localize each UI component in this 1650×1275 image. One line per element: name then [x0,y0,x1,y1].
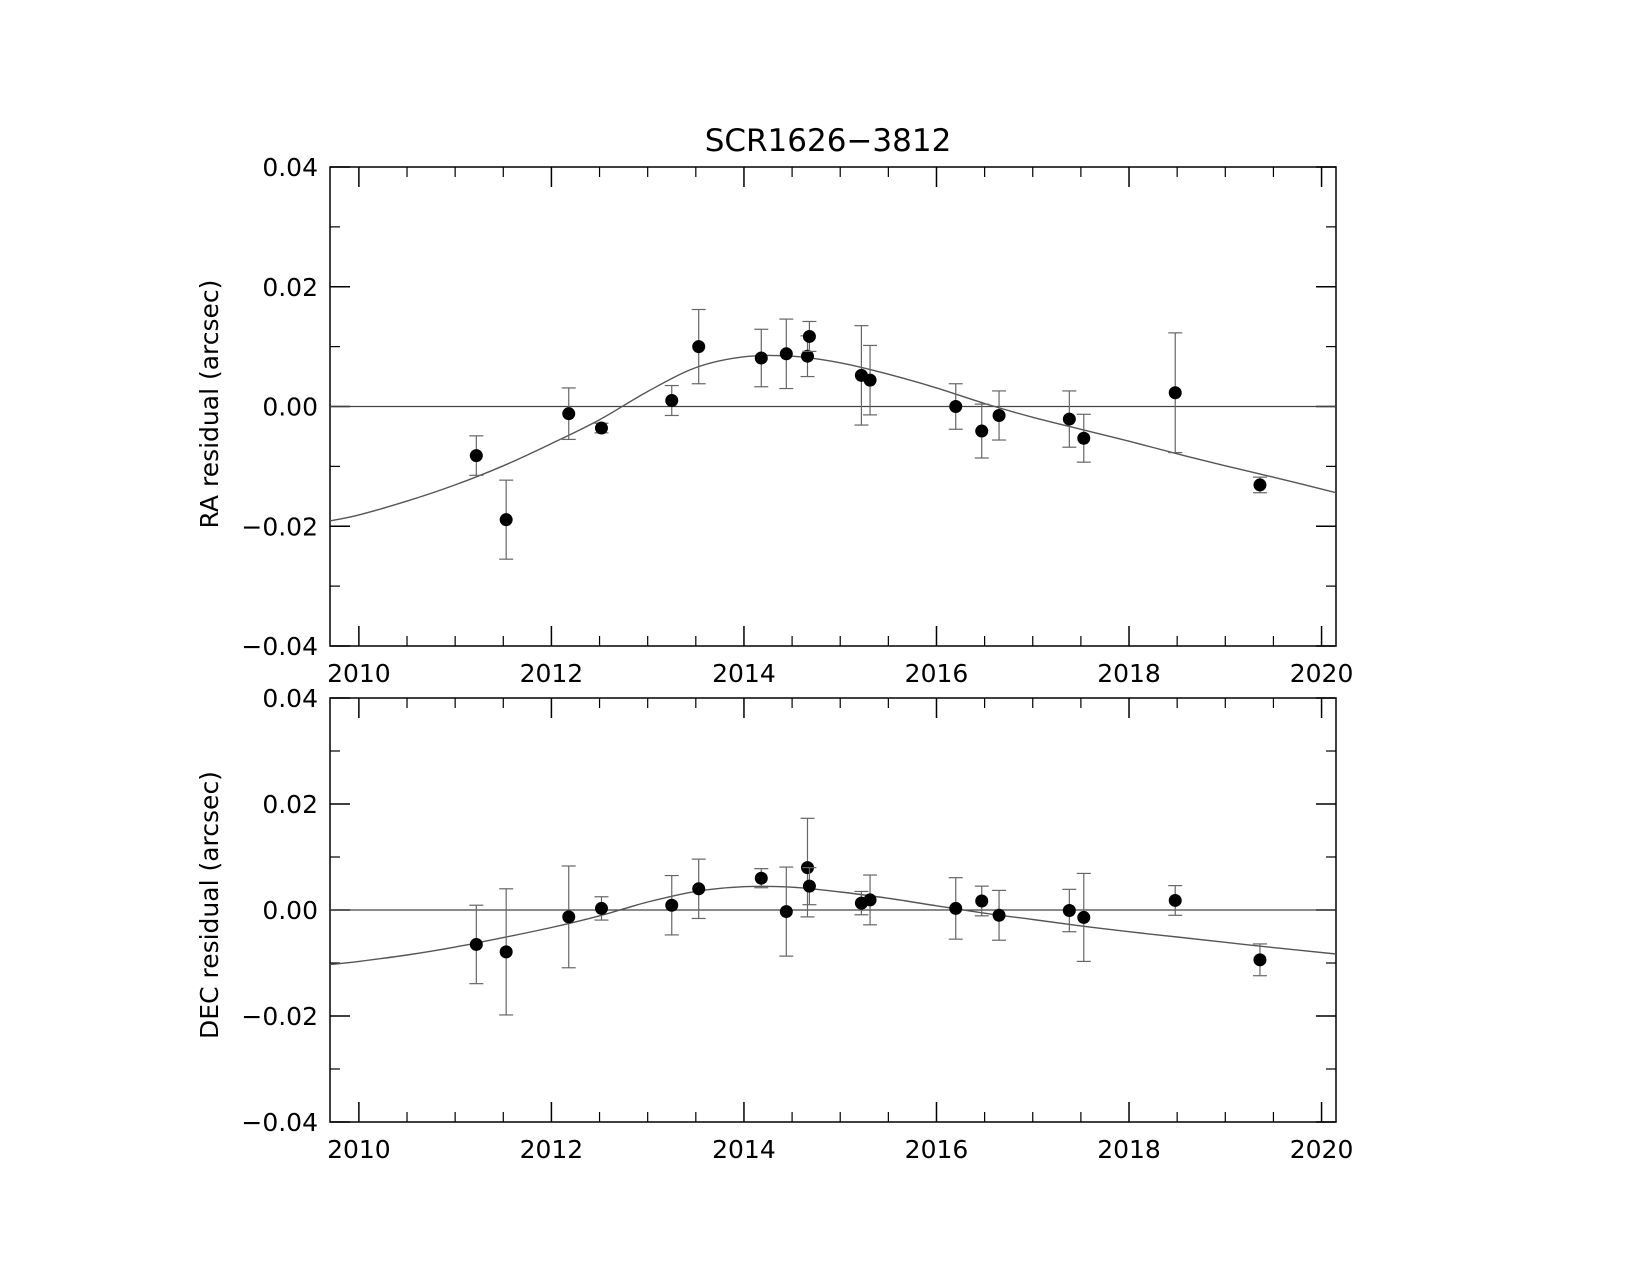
dec-x-tick-label: 2016 [905,1135,969,1164]
ra-data-point [800,349,814,363]
dec-data-point [692,882,706,896]
ra-data-point [1168,386,1182,400]
ra-x-tick-label: 2010 [327,659,391,688]
dec-data-point [469,937,483,951]
dec-model-curve [330,885,1336,966]
dec-x-tick-label: 2014 [712,1135,776,1164]
dec-data-point [665,898,679,912]
dec-data-point [975,894,989,908]
ra-data-point [594,421,608,435]
dec-x-tick-label: 2010 [327,1135,391,1164]
ra-data-point [802,329,816,343]
dec-data-point [779,905,793,919]
dec-y-tick-label: 0.00 [262,896,318,925]
ra-x-tick-label: 2014 [712,659,776,688]
ra-y-tick-label: 0.02 [262,273,318,302]
ra-data-point [469,449,483,463]
ra-y-tick-label: 0.00 [262,393,318,422]
ra-data-point [499,513,513,527]
ra-y-tick-label: 0.04 [262,153,318,182]
dec-data-point [949,901,963,915]
dec-y-tick-label: −0.02 [241,1002,318,1031]
dec-y-tick-label: −0.04 [241,1108,318,1137]
ra-residual-y-axis-label: RA residual (arcsec) [195,280,224,529]
dec-data-point [754,871,768,885]
ra-x-tick-label: 2012 [520,659,584,688]
ra-data-point [1077,431,1091,445]
dec-residual-y-axis-label: DEC residual (arcsec) [195,771,224,1039]
ra-x-tick-label: 2016 [905,659,969,688]
dec-data-point [802,879,816,893]
dec-y-tick-label: 0.04 [262,684,318,713]
ra-data-point [779,347,793,361]
dec-data-point [594,901,608,915]
ra-model-curve [330,354,1336,522]
dec-data-point [1077,910,1091,924]
ra-data-point [1062,412,1076,426]
ra-data-point [992,408,1006,422]
ra-y-tick-label: −0.02 [241,512,318,541]
ra-data-point [665,394,679,408]
dec-data-point [1168,893,1182,907]
dec-data-point [1253,953,1267,967]
ra-y-tick-label: −0.04 [241,632,318,661]
dec-x-tick-label: 2020 [1290,1135,1354,1164]
dec-data-point [499,945,513,959]
ra-data-point [949,400,963,413]
dec-data-point [992,908,1006,922]
ra-x-tick-label: 2018 [1097,659,1161,688]
dec-y-tick-label: 0.02 [262,790,318,819]
ra-data-point [754,351,768,365]
ra-data-point [975,424,989,438]
dec-data-point [562,910,576,924]
dec-residual-panel: DEC residual (arcsec) 2010 2012 2014 2016 20… [195,684,1353,1164]
ra-data-point [863,373,877,387]
ra-data-point [562,407,576,421]
dec-data-point [1062,904,1076,918]
dec-data-point [863,893,877,907]
dec-x-tick-label: 2018 [1097,1135,1161,1164]
dec-x-tick-label: 2012 [520,1135,584,1164]
chart-title: SCR1626−3812 [705,123,952,159]
ra-data-point [1253,478,1267,492]
ra-x-tick-label: 2020 [1290,659,1354,688]
ra-data-point [692,340,706,354]
ra-residual-panel: RA residual (arcsec) 2010 2012 2014 2016 201… [195,153,1353,688]
